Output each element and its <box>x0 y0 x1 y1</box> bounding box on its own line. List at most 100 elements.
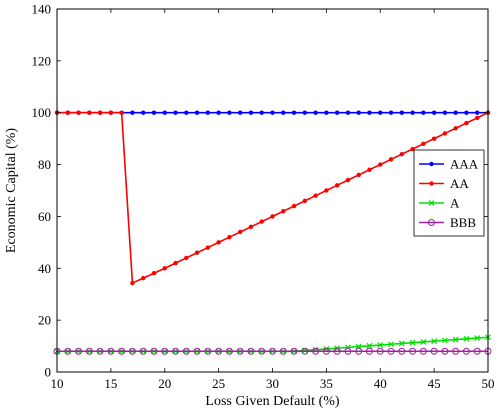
data-point <box>162 266 167 271</box>
data-point <box>291 203 297 209</box>
data-point <box>421 141 426 147</box>
x-tick-label: 15 <box>104 376 117 391</box>
data-point <box>107 347 115 355</box>
data-point <box>269 347 276 355</box>
data-point <box>442 110 448 115</box>
data-point <box>96 347 104 355</box>
data-point <box>452 336 459 343</box>
data-point <box>453 126 458 131</box>
data-point <box>75 347 83 355</box>
data-point <box>184 255 189 261</box>
data-point <box>291 110 297 115</box>
data-point <box>428 200 435 206</box>
x-tick-label: 25 <box>212 376 225 391</box>
data-point <box>270 110 275 115</box>
data-point <box>421 110 426 115</box>
data-point <box>367 110 372 115</box>
data-point <box>442 131 448 136</box>
data-point <box>172 347 180 355</box>
data-point <box>279 347 287 355</box>
data-point <box>87 110 92 115</box>
data-point <box>227 110 232 115</box>
data-point <box>453 110 458 115</box>
data-point <box>193 347 201 355</box>
data-point <box>333 347 341 355</box>
data-point <box>248 224 254 229</box>
data-point <box>452 347 460 355</box>
data-point <box>247 347 255 355</box>
data-point <box>398 340 405 347</box>
data-point <box>322 347 330 355</box>
data-point <box>215 347 223 355</box>
y-axis-label: Economic Capital (%) <box>4 128 19 254</box>
legend-label: A <box>450 196 460 211</box>
data-point <box>108 110 114 115</box>
data-point <box>464 110 469 115</box>
y-tick-label: 40 <box>38 261 51 276</box>
x-tick-label: 50 <box>482 376 495 391</box>
data-point <box>141 275 146 281</box>
data-point <box>184 110 189 115</box>
data-point <box>378 162 383 167</box>
legend-item-aa: AA <box>419 176 469 191</box>
data-point <box>409 347 417 355</box>
data-point <box>290 347 298 355</box>
data-point <box>237 110 243 115</box>
y-tick-label: 120 <box>32 53 52 68</box>
axis-ticks: 10 15 20 25 30 35 40 45 50 0 20 40 60 80 100 120 140 <box>32 2 495 392</box>
data-point <box>130 110 135 115</box>
y-tick-label: 20 <box>38 313 51 328</box>
data-point <box>419 347 427 355</box>
legend-item-bbb: BBB <box>419 215 476 230</box>
y-tick-label: 80 <box>38 157 51 172</box>
data-point <box>161 347 169 355</box>
data-point <box>428 219 435 226</box>
data-point <box>270 214 275 219</box>
data-point <box>324 188 329 193</box>
data-point <box>227 234 232 240</box>
data-point <box>97 110 103 115</box>
data-point <box>85 347 93 355</box>
data-point <box>334 110 340 115</box>
data-point <box>431 136 437 141</box>
y-tick-label: 100 <box>32 105 52 120</box>
data-point <box>345 177 351 183</box>
data-point <box>355 347 363 355</box>
data-point <box>205 110 211 115</box>
data-point <box>474 335 481 341</box>
data-point <box>420 338 427 345</box>
y-tick-label: 60 <box>38 209 51 224</box>
data-point <box>216 110 221 115</box>
legend-label: AAA <box>450 157 479 172</box>
data-point <box>398 347 406 355</box>
data-point <box>410 110 415 115</box>
data-point <box>281 110 286 115</box>
data-point <box>376 347 384 355</box>
data-point <box>259 110 264 115</box>
x-tick-label: 45 <box>428 376 441 391</box>
data-point <box>258 347 266 355</box>
x-tick-label: 35 <box>320 376 333 391</box>
x-tick-label: 10 <box>51 376 64 391</box>
data-point <box>118 347 126 355</box>
legend-item-a: A <box>419 196 460 211</box>
x-tick-label: 20 <box>158 376 171 391</box>
data-point <box>312 347 320 355</box>
data-point <box>205 245 211 250</box>
data-point <box>441 337 448 344</box>
data-point <box>473 347 481 355</box>
data-point <box>399 110 404 115</box>
data-point <box>259 219 264 224</box>
y-tick-label: 0 <box>45 365 52 380</box>
x-tick-label: 40 <box>374 376 387 391</box>
data-point <box>248 110 254 115</box>
data-point <box>429 161 434 167</box>
data-point <box>334 183 340 188</box>
data-point <box>463 335 470 342</box>
y-tick-label: 140 <box>32 2 52 17</box>
data-point <box>194 110 200 115</box>
data-point <box>150 347 158 355</box>
data-point <box>194 250 200 255</box>
